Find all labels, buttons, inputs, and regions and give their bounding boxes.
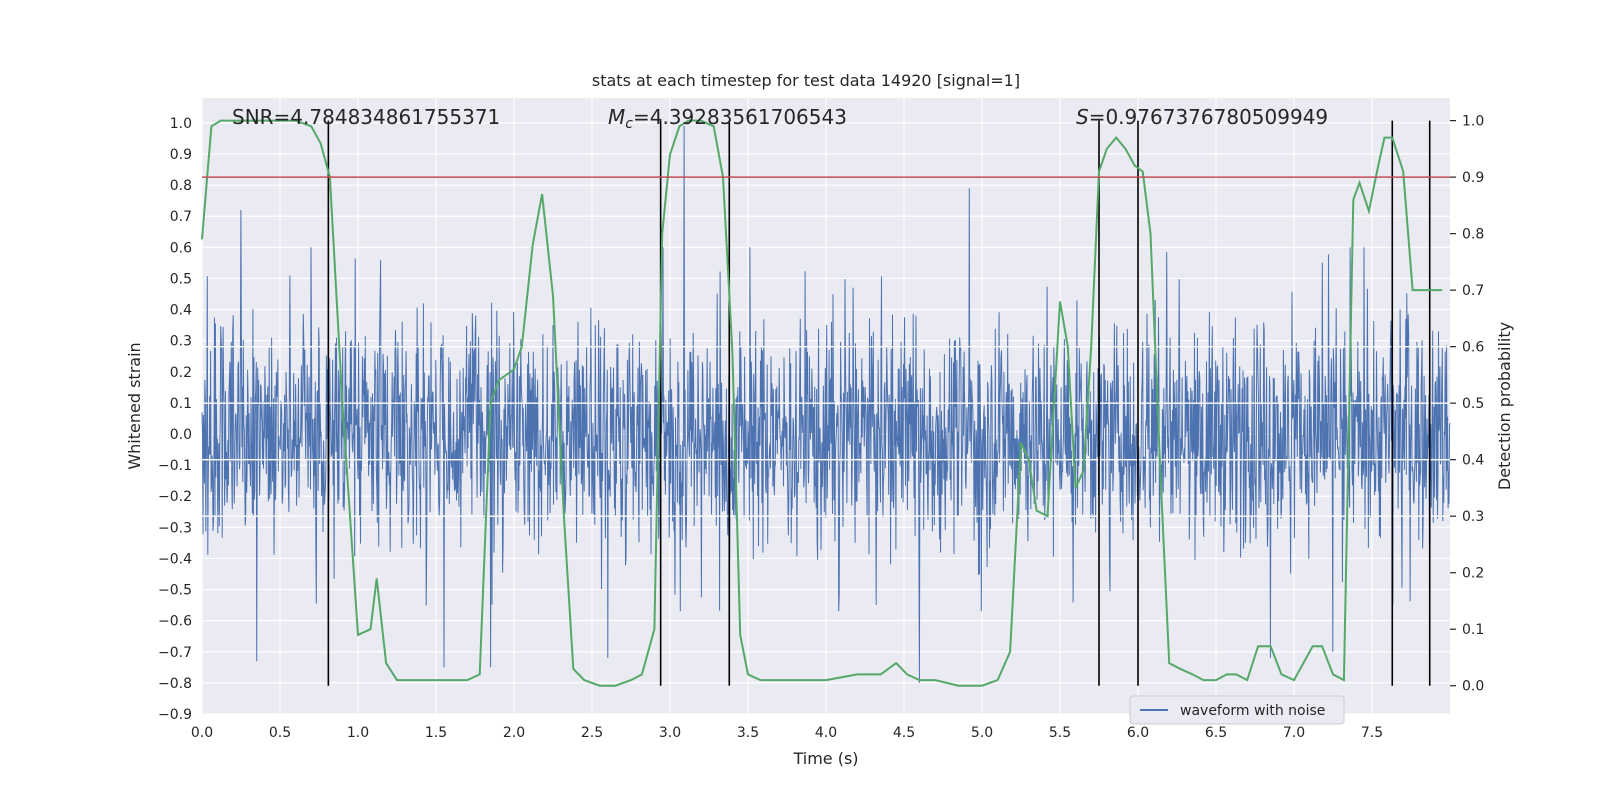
- y-tick-label-6: −0.3: [158, 520, 192, 536]
- x-tick-label-9: 4.5: [893, 725, 915, 741]
- y2-tick-label-6: 0.6: [1462, 340, 1484, 356]
- y-tick-label-0: −0.9: [158, 707, 192, 723]
- y2-tick-label-4: 0.4: [1462, 453, 1484, 469]
- s-symbol: S: [1076, 105, 1089, 129]
- y2-tick-label-0: 0.0: [1462, 679, 1484, 695]
- y-tick-label-2: −0.7: [158, 645, 192, 661]
- y-tick-label-5: −0.4: [158, 551, 192, 567]
- y2-tick-label-10: 1.0: [1462, 114, 1484, 130]
- x-tick-label-11: 5.5: [1049, 725, 1071, 741]
- x-axis-ticks: 0.0 0.5 1.0 1.5 2.0 2.5 3.0 3.5 4.0 4.5 5.0 5.5 6.0 6…: [191, 725, 1383, 741]
- y-tick-label-7: −0.2: [158, 489, 192, 505]
- y-tick-label-19: 1.0: [170, 116, 192, 132]
- x-tick-label-8: 4.0: [815, 725, 837, 741]
- y-axis-ticks: −0.9 −0.8 −0.7 −0.6 −0.5 −0.4 −0.3 −0.2 −0.1 0.0 0…: [158, 116, 192, 723]
- x-tick-label-12: 6.0: [1127, 725, 1149, 741]
- x-tick-label-2: 1.0: [347, 725, 369, 741]
- horizontal-gridlines-overlay: [202, 345, 1450, 517]
- y-tick-label-17: 0.8: [170, 178, 192, 194]
- mc-symbol: M: [608, 105, 625, 129]
- detection-probability-series: [201, 119, 1443, 687]
- y2-axis-label: Detection probability: [1495, 322, 1514, 490]
- y-tick-label-14: 0.5: [170, 271, 192, 287]
- y2-tick-label-5: 0.5: [1462, 396, 1484, 412]
- mc-value: =4.39283561706543: [633, 105, 847, 129]
- legend-label: waveform with noise: [1180, 703, 1325, 719]
- x-tick-label-5: 2.5: [581, 725, 603, 741]
- legend: waveform with noise: [1129, 695, 1345, 725]
- x-tick-label-7: 3.5: [737, 725, 759, 741]
- x-tick-label-14: 7.0: [1283, 725, 1305, 741]
- y-tick-label-16: 0.7: [170, 209, 192, 225]
- mc-subscript: c: [625, 116, 633, 132]
- y-tick-label-8: −0.1: [158, 458, 192, 474]
- y-axis-label: Whitened strain: [125, 342, 144, 469]
- x-tick-label-4: 2.0: [503, 725, 525, 741]
- x-axis-label: Time (s): [792, 749, 858, 768]
- y-tick-label-9: 0.0: [170, 427, 192, 443]
- y2-tick-label-7: 0.7: [1462, 283, 1484, 299]
- y-tick-label-13: 0.4: [170, 303, 192, 319]
- x-tick-label-0: 0.0: [191, 725, 213, 741]
- y-tick-label-4: −0.5: [158, 583, 192, 599]
- y2-tick-label-1: 0.1: [1462, 622, 1484, 638]
- x-tick-label-6: 3.0: [659, 725, 681, 741]
- y-tick-label-1: −0.8: [158, 676, 192, 692]
- snr-annotation: SNR=4.784834861755371: [232, 105, 500, 129]
- y-tick-label-12: 0.3: [170, 334, 192, 350]
- x-tick-label-13: 6.5: [1205, 725, 1227, 741]
- x-tick-label-15: 7.5: [1361, 725, 1383, 741]
- y2-tick-label-9: 0.9: [1462, 170, 1484, 186]
- y-tick-label-11: 0.2: [170, 365, 192, 381]
- vertical-markers: [327, 120, 1431, 686]
- mc-annotation: Mc=4.39283561706543: [608, 105, 847, 132]
- s-value: =0.9767376780509949: [1089, 105, 1328, 129]
- legend-box: [1129, 695, 1345, 725]
- s-annotation: S=0.9767376780509949: [1076, 105, 1328, 129]
- y2-axis-ticks: 0.0 0.1 0.2 0.3 0.4 0.5 0.6 0.7 0.8 0.9 1.0: [1450, 114, 1484, 695]
- y-tick-label-3: −0.6: [158, 614, 192, 630]
- detection-probability-line: [201, 119, 1443, 687]
- y-tick-label-18: 0.9: [170, 147, 192, 163]
- x-tick-label-3: 1.5: [425, 725, 447, 741]
- x-tick-label-10: 5.0: [971, 725, 993, 741]
- waveform-series: [201, 125, 1451, 683]
- x-tick-label-1: 0.5: [269, 725, 291, 741]
- y-tick-label-10: 0.1: [170, 396, 192, 412]
- y2-tick-label-3: 0.3: [1462, 509, 1484, 525]
- y-tick-label-15: 0.6: [170, 240, 192, 256]
- chart-title: stats at each timestep for test data 149…: [592, 71, 1020, 90]
- y2-tick-label-2: 0.2: [1462, 566, 1484, 582]
- waveform-line: [201, 125, 1451, 683]
- y2-tick-label-8: 0.8: [1462, 227, 1484, 243]
- plot-area: [201, 98, 1451, 715]
